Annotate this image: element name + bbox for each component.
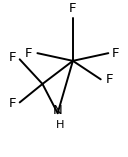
Text: F: F: [106, 73, 113, 86]
Text: H: H: [56, 120, 65, 130]
Text: N: N: [53, 104, 63, 117]
Text: F: F: [112, 47, 120, 60]
Text: F: F: [8, 51, 16, 64]
Text: F: F: [8, 97, 16, 111]
Text: F: F: [25, 47, 32, 60]
Text: F: F: [69, 2, 77, 15]
